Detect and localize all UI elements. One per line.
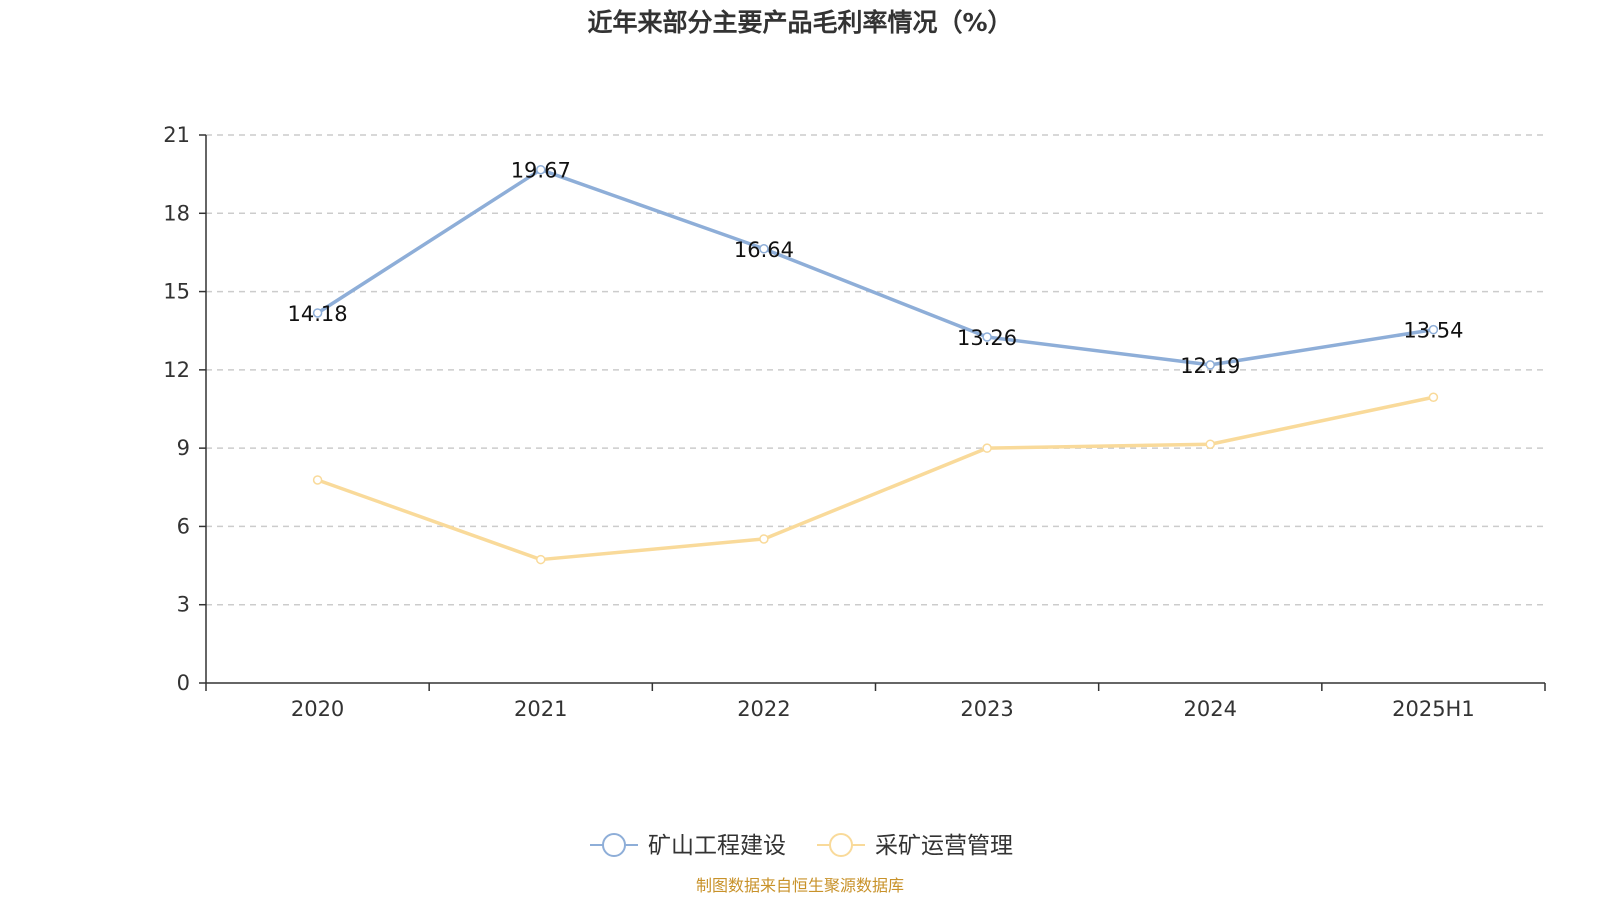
data-point xyxy=(536,554,546,565)
data-point xyxy=(759,534,769,544)
data-label: 12.19 xyxy=(1180,354,1240,378)
data-point xyxy=(982,332,992,342)
x-tick-label: 2023 xyxy=(960,697,1013,721)
y-tick-label: 6 xyxy=(177,514,190,538)
data-label: 13.26 xyxy=(957,326,1017,350)
data-labels: 14.18 19.67 16.64 13.26 12.19 13.54 xyxy=(288,159,1464,378)
source-note: 制图数据来自恒生聚源数据库 xyxy=(696,876,904,895)
data-point xyxy=(1205,439,1215,449)
data-point xyxy=(759,244,769,254)
x-tick-label: 2025H1 xyxy=(1392,697,1475,721)
data-point xyxy=(1428,324,1439,335)
y-tick-label: 9 xyxy=(177,436,190,460)
legend-label: 矿山工程建设 xyxy=(648,833,786,859)
data-label: 19.67 xyxy=(511,159,571,183)
grid-lines xyxy=(206,134,1545,606)
y-tick-label: 3 xyxy=(177,593,190,617)
data-point xyxy=(1428,392,1439,403)
data-point xyxy=(312,475,323,485)
series-line xyxy=(316,395,1434,562)
y-tick-label: 21 xyxy=(163,123,190,147)
legend-label: 采矿运营管理 xyxy=(875,833,1013,859)
x-tick-label: 2024 xyxy=(1184,697,1237,721)
chart-title: 近年来部分主要产品毛利率情况（%） xyxy=(587,8,1012,37)
legend-marker-icon xyxy=(829,833,853,857)
y-tick-label: 12 xyxy=(163,358,190,382)
data-point xyxy=(982,443,992,453)
x-tick-label: 2021 xyxy=(514,697,567,721)
series xyxy=(312,164,1439,565)
data-label: 13.54 xyxy=(1403,319,1463,343)
legend: 矿山工程建设 采矿运营管理 xyxy=(590,833,1013,859)
axes: 0 3 6 9 12 15 18 21 2020 2021 2022 2023 2024 2025H1 xyxy=(163,123,1546,721)
y-tick-label: 18 xyxy=(163,201,190,225)
x-tick-label: 2022 xyxy=(737,697,790,721)
y-tick-label: 15 xyxy=(163,280,190,304)
data-point xyxy=(536,164,546,175)
data-point xyxy=(1205,360,1215,370)
y-tick-label: 0 xyxy=(177,671,190,695)
data-label: 14.18 xyxy=(288,302,348,326)
series-line xyxy=(316,167,1434,367)
x-tick-label: 2020 xyxy=(291,697,344,721)
legend-marker-icon xyxy=(602,833,626,857)
data-point xyxy=(312,308,323,318)
data-label: 16.64 xyxy=(734,238,794,262)
